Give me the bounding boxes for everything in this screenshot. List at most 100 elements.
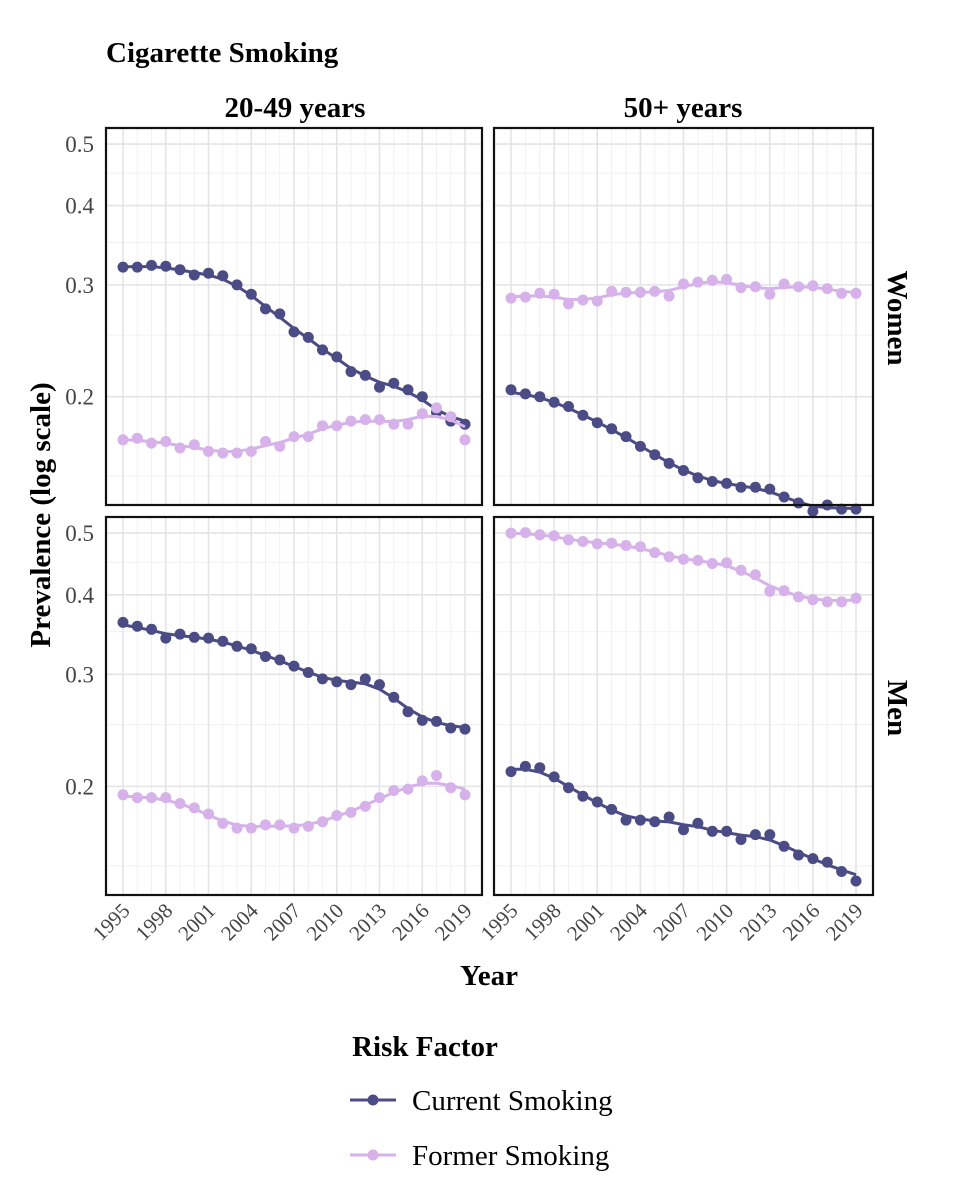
point-former-smoking-2011 — [345, 415, 357, 427]
point-former-smoking-2000 — [188, 802, 200, 814]
point-current-smoking-2001 — [203, 632, 214, 644]
point-current-smoking-1998 — [548, 396, 560, 408]
point-current-smoking-2006 — [663, 457, 675, 469]
point-current-smoking-2003 — [231, 279, 243, 291]
point-current-smoking-2016 — [416, 391, 428, 403]
panel-border-men-20-49 — [104, 515, 484, 897]
point-current-smoking-2016 — [807, 505, 819, 517]
point-current-smoking-2014 — [388, 691, 400, 703]
point-current-smoking-2012 — [359, 369, 371, 381]
point-current-smoking-2019 — [850, 503, 862, 515]
point-former-smoking-2002 — [606, 285, 618, 297]
point-former-smoking-2008 — [302, 431, 314, 443]
legend-marker-former-smoking — [367, 1149, 379, 1161]
point-former-smoking-2012 — [359, 414, 371, 426]
point-current-smoking-1999 — [174, 628, 186, 640]
y-tick-label-women: 0.4 — [65, 194, 94, 219]
point-current-smoking-2011 — [735, 481, 747, 493]
point-current-smoking-2019 — [459, 723, 471, 735]
point-former-smoking-1998 — [548, 288, 560, 300]
point-former-smoking-1996 — [519, 291, 531, 303]
point-former-smoking-2013 — [374, 792, 385, 804]
point-current-smoking-2004 — [245, 288, 257, 300]
point-former-smoking-1997 — [534, 529, 546, 541]
point-current-smoking-2009 — [317, 344, 328, 356]
point-current-smoking-2006 — [274, 308, 286, 320]
point-former-smoking-1996 — [519, 527, 531, 539]
point-current-smoking-2012 — [749, 829, 761, 841]
point-former-smoking-2004 — [634, 286, 646, 298]
y-tick-label-men: 0.4 — [65, 583, 94, 608]
point-current-smoking-1997 — [534, 762, 546, 774]
point-former-smoking-2000 — [577, 294, 589, 306]
point-current-smoking-2016 — [416, 714, 428, 726]
point-current-smoking-2013 — [764, 483, 776, 495]
point-former-smoking-2006 — [274, 819, 286, 831]
point-former-smoking-2019 — [459, 789, 471, 801]
point-former-smoking-2004 — [634, 541, 646, 553]
point-former-smoking-2014 — [388, 785, 400, 796]
point-current-smoking-2002 — [217, 635, 229, 647]
point-former-smoking-1995 — [505, 292, 517, 304]
point-current-smoking-2011 — [345, 366, 357, 378]
row-label-men: Men — [881, 680, 913, 736]
point-current-smoking-2013 — [374, 679, 385, 691]
point-current-smoking-2015 — [402, 706, 414, 718]
point-former-smoking-1997 — [534, 287, 546, 299]
point-current-smoking-2018 — [836, 866, 848, 877]
point-current-smoking-2001 — [203, 267, 214, 279]
point-current-smoking-2013 — [764, 829, 776, 841]
point-former-smoking-1998 — [160, 436, 172, 447]
point-former-smoking-2004 — [245, 822, 257, 834]
point-current-smoking-2007 — [678, 465, 689, 476]
point-current-smoking-2018 — [445, 722, 457, 734]
point-former-smoking-2017 — [431, 402, 442, 414]
point-current-smoking-2004 — [634, 814, 646, 826]
point-former-smoking-1999 — [563, 534, 574, 546]
point-current-smoking-2017 — [821, 856, 833, 868]
point-former-smoking-1995 — [117, 789, 129, 801]
point-current-smoking-2000 — [577, 790, 589, 802]
point-current-smoking-2011 — [345, 679, 357, 691]
point-current-smoking-2003 — [620, 814, 632, 826]
point-current-smoking-2017 — [431, 715, 442, 727]
panel-border-men-50-plus — [492, 515, 875, 897]
panel-men-20-49 — [104, 515, 484, 897]
point-former-smoking-2015 — [793, 281, 804, 293]
point-former-smoking-2015 — [402, 783, 414, 795]
point-current-smoking-1998 — [160, 260, 172, 272]
point-current-smoking-1998 — [160, 632, 172, 644]
y-tick-label-men: 0.3 — [65, 662, 94, 687]
point-current-smoking-2000 — [577, 409, 589, 421]
point-former-smoking-2008 — [692, 554, 704, 566]
point-former-smoking-2010 — [331, 810, 343, 821]
point-current-smoking-2005 — [260, 651, 271, 662]
point-former-smoking-2013 — [764, 288, 776, 300]
point-former-smoking-2013 — [764, 585, 776, 597]
point-current-smoking-2011 — [735, 834, 747, 845]
point-current-smoking-2018 — [836, 503, 848, 515]
point-current-smoking-2005 — [649, 816, 661, 828]
point-former-smoking-2014 — [778, 278, 790, 290]
point-current-smoking-2015 — [793, 497, 804, 509]
point-former-smoking-2007 — [678, 278, 689, 290]
point-former-smoking-2003 — [620, 540, 632, 551]
point-current-smoking-2010 — [721, 825, 733, 837]
legend-label-former-smoking: Former Smoking — [412, 1140, 609, 1172]
point-current-smoking-2015 — [793, 849, 804, 861]
point-current-smoking-1997 — [534, 391, 546, 403]
point-current-smoking-2001 — [591, 417, 603, 429]
point-former-smoking-2009 — [706, 558, 718, 569]
point-current-smoking-2014 — [778, 840, 790, 852]
point-current-smoking-1997 — [146, 259, 157, 271]
point-former-smoking-2010 — [721, 273, 733, 285]
point-former-smoking-2012 — [749, 569, 761, 581]
point-former-smoking-1995 — [117, 434, 129, 446]
point-former-smoking-2007 — [288, 822, 300, 834]
point-former-smoking-2000 — [577, 536, 589, 547]
point-current-smoking-2002 — [606, 803, 618, 815]
point-former-smoking-2012 — [749, 281, 761, 293]
point-current-smoking-2009 — [317, 673, 328, 685]
point-former-smoking-2019 — [850, 592, 862, 604]
point-current-smoking-2004 — [634, 440, 646, 452]
